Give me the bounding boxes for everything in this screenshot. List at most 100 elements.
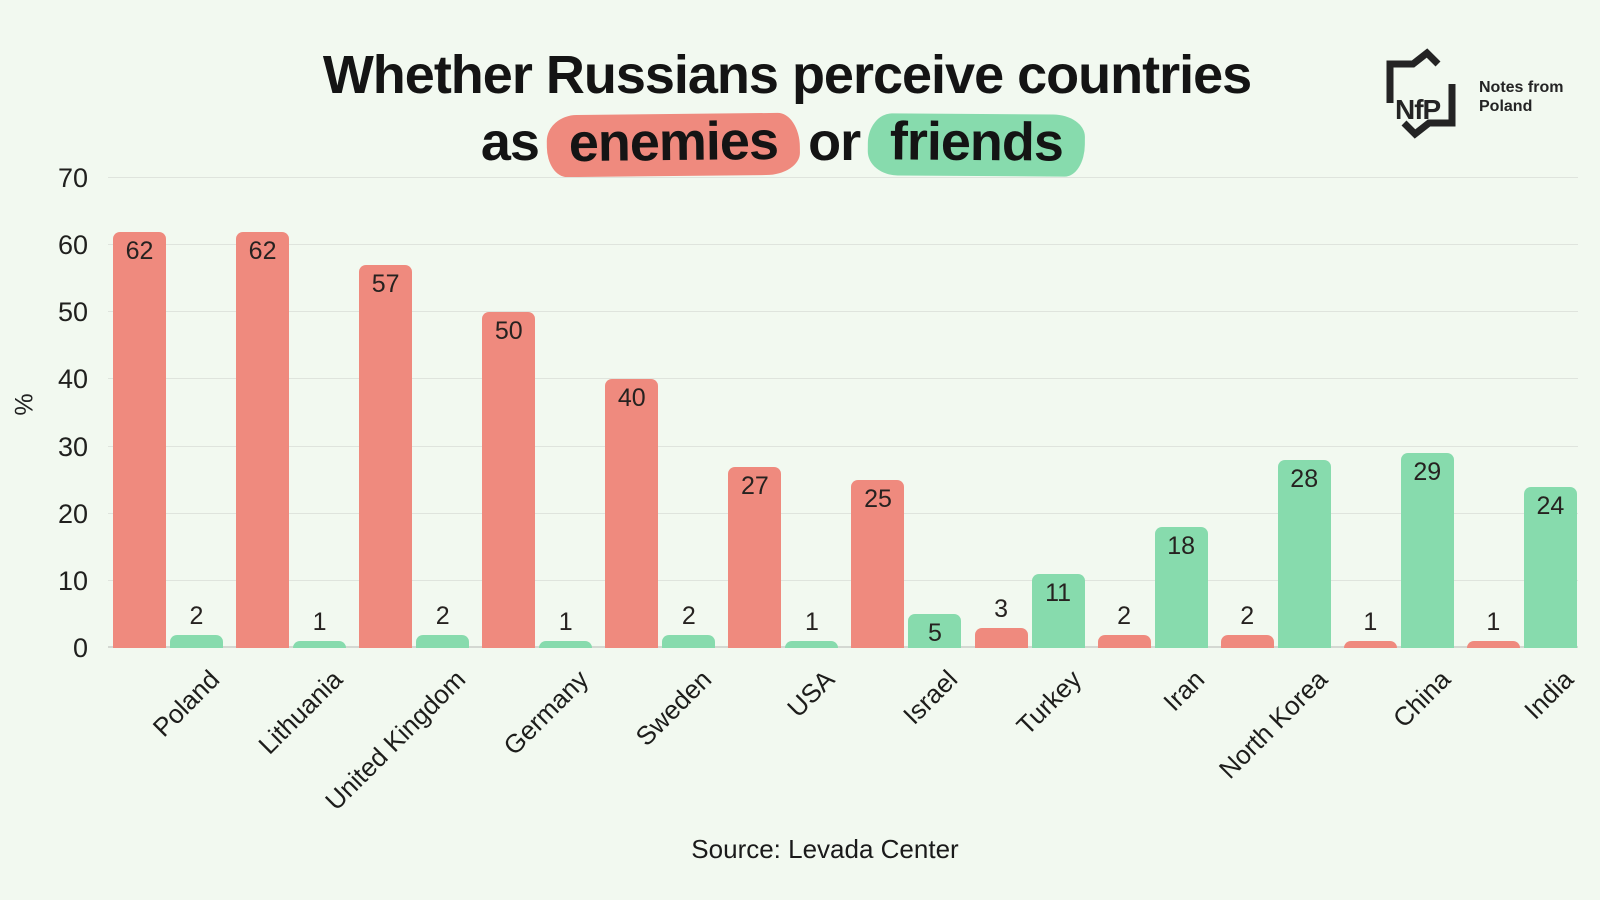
- value-label-enemies-lithuania: 62: [248, 236, 277, 265]
- y-tick-label-20: 20: [57, 498, 88, 529]
- friends-highlight-legend: friends: [867, 112, 1086, 178]
- x-tick-label-north-korea: North Korea: [1212, 664, 1334, 785]
- value-label-enemies-china: 1: [1363, 608, 1378, 637]
- chart-title: Whether Russians perceive countries as en…: [323, 43, 1252, 178]
- bar-group-iran: 2 18: [1097, 178, 1208, 648]
- y-tick-label-70: 70: [57, 163, 88, 193]
- bar-enemies-poland: 62: [113, 231, 166, 648]
- title-word-as: as: [480, 112, 540, 173]
- value-label-enemies-united-kingdom: 57: [371, 270, 400, 299]
- y-tick-label-60: 60: [57, 230, 88, 261]
- x-tick-label-sweden: Sweden: [629, 664, 718, 752]
- x-tick-label-china: China: [1386, 664, 1457, 734]
- x-tick-label-lithuania: Lithuania: [252, 664, 349, 760]
- bar-enemies-north-korea: 2: [1220, 602, 1274, 648]
- value-label-friends-germany: 1: [558, 608, 573, 637]
- x-tick-label-germany: Germany: [497, 664, 595, 761]
- nfp-logo-name: Notes from Poland: [1463, 48, 1563, 140]
- gridline-30: [108, 445, 1578, 447]
- bar-enemies-sweden: 40: [605, 379, 659, 648]
- value-label-enemies-iran: 2: [1117, 601, 1132, 630]
- bar-friends-united-kingdom: 2: [416, 602, 470, 648]
- value-label-friends-poland: 2: [189, 601, 204, 630]
- x-tick-label-iran: Iran: [1157, 664, 1211, 717]
- gridline-70: [108, 177, 1578, 178]
- value-label-friends-usa: 1: [804, 608, 819, 637]
- value-label-friends-turkey: 11: [1045, 579, 1072, 608]
- value-label-friends-lithuania: 1: [312, 608, 327, 637]
- bar-friends-sweden: 2: [662, 602, 716, 648]
- y-tick-label-10: 10: [57, 565, 88, 596]
- x-axis-line: [108, 646, 1578, 648]
- bar-enemies-iran: 2: [1097, 602, 1151, 648]
- bar-friends-usa: 1: [785, 608, 839, 648]
- bar-group-usa: 27 1: [728, 178, 839, 648]
- bar-group-israel: 25 5: [851, 178, 962, 648]
- gridline-60: [108, 244, 1578, 246]
- value-label-friends-united-kingdom: 2: [435, 601, 450, 630]
- bar-enemies-india: 1: [1466, 608, 1520, 648]
- value-label-enemies-poland: 62: [125, 236, 154, 265]
- source-caption: Source: Levada Center: [691, 834, 959, 864]
- bar-group-india: 1 24: [1466, 178, 1577, 648]
- nfp-logo-name-line2: Poland: [1479, 98, 1533, 115]
- value-label-friends-china: 29: [1413, 458, 1442, 487]
- x-tick-label-turkey: Turkey: [1010, 664, 1088, 741]
- y-tick-label-50: 50: [57, 297, 88, 328]
- bar-group-turkey: 3 11: [974, 178, 1085, 648]
- bar-friends-lithuania: 1: [293, 608, 347, 648]
- bar-friends-north-korea: 28: [1277, 460, 1331, 648]
- bar-enemies-china: 1: [1343, 608, 1397, 648]
- value-label-enemies-turkey: 3: [994, 594, 1008, 623]
- value-label-friends-iran: 18: [1167, 532, 1196, 561]
- title-word-or: or: [808, 112, 861, 173]
- bar-enemies-usa: 27: [728, 466, 782, 648]
- bar-enemies-israel: 25: [851, 480, 905, 648]
- value-label-enemies-germany: 50: [494, 317, 523, 346]
- bar-enemies-lithuania: 62: [236, 231, 290, 648]
- bar-group-sweden: 40 2: [605, 178, 716, 648]
- bar-friends-india: 24: [1523, 486, 1577, 648]
- bar-friends-iran: 18: [1154, 527, 1208, 648]
- bars-area: 62 2 62 1 57 2 50 1 40 2 27 1 25 5 3 11 2 18 2 28 1 29 1 24: [113, 178, 1577, 648]
- bar-group-lithuania: 62 1: [236, 178, 347, 648]
- bar-group-united-kingdom: 57 2: [359, 178, 470, 648]
- gridline-20: [108, 512, 1578, 514]
- bar-friends-turkey: 11: [1031, 574, 1085, 648]
- bar-friends-israel: 5: [908, 614, 962, 648]
- gridline-50: [108, 311, 1578, 313]
- nfp-logo: NfP Notes from Poland: [1383, 48, 1563, 140]
- x-tick-label-israel: Israel: [897, 664, 964, 731]
- bar-friends-china: 29: [1400, 453, 1454, 648]
- nfp-logo-mark: NfP: [1383, 48, 1463, 140]
- value-label-enemies-usa: 27: [740, 471, 769, 500]
- y-axis-label: %: [10, 393, 39, 416]
- gridline-10: [108, 579, 1578, 581]
- value-label-friends-india: 24: [1536, 491, 1565, 520]
- y-tick-label-40: 40: [57, 364, 88, 395]
- bar-friends-poland: 2: [170, 602, 223, 648]
- value-label-enemies-north-korea: 2: [1240, 601, 1255, 630]
- y-tick-label-30: 30: [57, 431, 88, 462]
- value-label-friends-israel: 5: [928, 619, 942, 648]
- x-tick-label-india: India: [1518, 664, 1580, 726]
- value-label-enemies-india: 1: [1486, 608, 1501, 637]
- nfp-logo-text: NfP: [1395, 94, 1441, 125]
- value-label-friends-sweden: 2: [681, 601, 696, 630]
- bar-group-germany: 50 1: [482, 178, 593, 648]
- bar-group-poland: 62 2: [113, 178, 223, 648]
- bar-enemies-united-kingdom: 57: [359, 265, 413, 648]
- bar-enemies-turkey: 3: [974, 595, 1028, 648]
- bar-enemies-germany: 50: [482, 312, 536, 648]
- x-tick-label-usa: USA: [781, 664, 841, 724]
- nfp-brackets-icon: [1386, 48, 1456, 139]
- bar-friends-germany: 1: [539, 608, 593, 648]
- x-tick-label-poland: Poland: [146, 664, 226, 743]
- nfp-logo-name-line1: Notes from: [1479, 79, 1564, 96]
- enemies-highlight-legend: enemies: [546, 111, 801, 178]
- bar-group-china: 1 29: [1343, 178, 1454, 648]
- plot-area: 0 10 20 30 40 50 60 70 62 2 62 1 57 2 50 1 40 2 27 1 25 5 3 11 2…: [58, 163, 1579, 816]
- chart-title-line2: as enemies or friends: [323, 109, 1251, 178]
- gridline-40: [108, 378, 1578, 380]
